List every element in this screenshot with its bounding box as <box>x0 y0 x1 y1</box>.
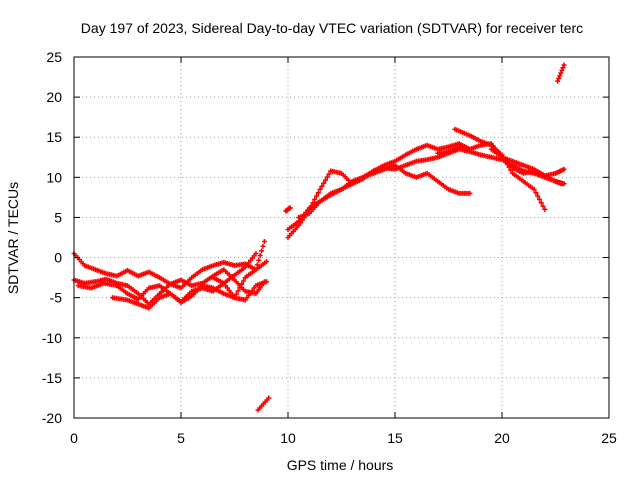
data-point <box>240 278 246 284</box>
chart-title: Day 197 of 2023, Sidereal Day-to-day VTE… <box>81 20 583 36</box>
data-point <box>264 259 270 265</box>
y-tick-label: -15 <box>42 370 62 386</box>
data-point <box>536 196 542 202</box>
data-point <box>506 164 512 170</box>
x-tick-label: 15 <box>387 430 403 446</box>
data-point <box>237 285 243 291</box>
data-point <box>317 186 323 192</box>
grid <box>74 57 609 418</box>
plot-frame <box>73 56 610 419</box>
data-point <box>535 193 541 199</box>
data-point <box>533 190 539 196</box>
x-tick-label: 0 <box>70 430 78 446</box>
y-tick-label: 25 <box>46 49 62 65</box>
data-point <box>558 70 564 76</box>
data-point <box>319 183 325 189</box>
series-track-14 <box>283 205 293 214</box>
y-tick-label: -20 <box>42 410 62 426</box>
axis-ticks: 0 5 10 15 20 25 -20 -15 -10 -5 0 5 10 15 20 25 <box>42 49 617 446</box>
data-point <box>531 186 537 192</box>
data-points <box>71 62 567 413</box>
data-point <box>264 279 270 285</box>
x-tick-label: 20 <box>494 430 510 446</box>
data-point <box>253 251 259 257</box>
y-tick-label: 0 <box>54 250 62 266</box>
data-point <box>542 206 548 212</box>
data-point <box>538 200 544 206</box>
x-tick-label: 10 <box>280 430 296 446</box>
data-point <box>314 193 320 199</box>
data-point <box>324 174 330 180</box>
y-tick-label: -5 <box>50 290 63 306</box>
x-axis-label: GPS time / hours <box>287 457 394 473</box>
data-point <box>235 288 241 294</box>
data-point <box>467 190 473 196</box>
series-track-12 <box>488 146 565 187</box>
data-point <box>559 67 565 73</box>
data-point <box>261 239 267 245</box>
data-point <box>256 257 262 263</box>
data-point <box>557 73 563 79</box>
series-track-11 <box>452 126 548 212</box>
x-tick-label: 25 <box>601 430 617 446</box>
data-point <box>561 62 567 68</box>
data-point <box>312 196 318 202</box>
data-point <box>239 281 245 287</box>
y-axis-label: SDTVAR / TECUs <box>5 182 21 294</box>
data-point <box>508 167 514 173</box>
y-tick-label: 10 <box>46 169 62 185</box>
data-point <box>504 161 510 167</box>
data-point <box>555 78 561 84</box>
y-tick-label: 5 <box>54 209 62 225</box>
data-point <box>326 171 332 177</box>
series-track-6 <box>255 395 272 413</box>
data-point <box>540 203 546 209</box>
series-track-5 <box>210 275 270 303</box>
series-track-13 <box>555 62 567 84</box>
data-point <box>559 181 565 187</box>
data-point <box>556 75 562 81</box>
data-point <box>321 180 327 186</box>
x-tick-label: 5 <box>177 430 185 446</box>
data-point <box>260 243 266 249</box>
data-point <box>560 65 566 71</box>
y-tick-label: 15 <box>46 129 62 145</box>
data-point <box>257 253 263 259</box>
data-point <box>322 177 328 183</box>
data-point <box>266 395 272 401</box>
series-track-4 <box>110 259 270 311</box>
series-track-9 <box>296 162 473 220</box>
data-point <box>259 248 265 254</box>
data-point <box>561 166 567 172</box>
data-point <box>315 190 321 196</box>
data-point <box>287 205 293 211</box>
y-tick-label: -10 <box>42 330 62 346</box>
y-tick-label: 20 <box>46 89 62 105</box>
